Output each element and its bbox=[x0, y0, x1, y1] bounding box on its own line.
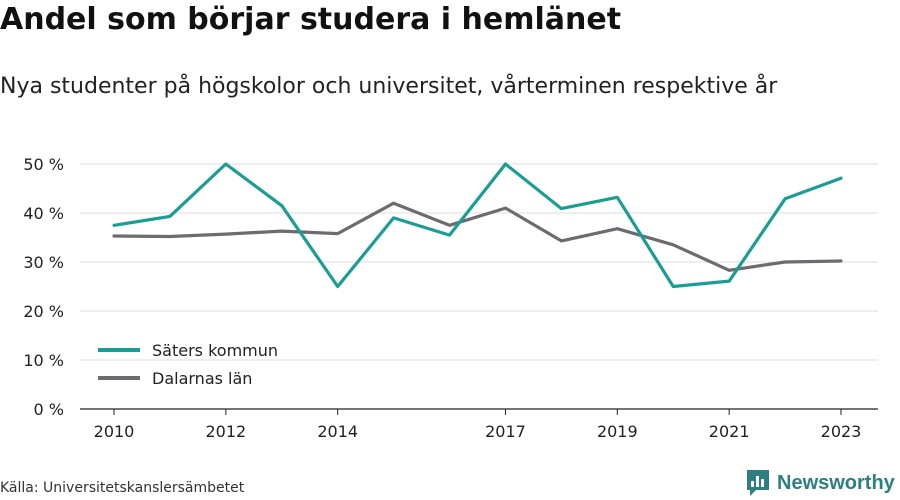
x-tick-label: 2017 bbox=[485, 422, 526, 441]
source-note: Källa: Universitetskanslersämbetet bbox=[0, 480, 245, 496]
y-tick-label: 50 % bbox=[23, 155, 64, 174]
bar-chart-icon bbox=[747, 470, 769, 496]
y-tick-label: 10 % bbox=[23, 351, 64, 370]
brand-logo: Newsworthy bbox=[745, 468, 895, 498]
line-chart: 0 % 10 % 20 % 30 % 40 % 50 % 2010 2012 2014 2017… bbox=[23, 155, 878, 441]
x-tick-label: 2012 bbox=[205, 422, 246, 441]
y-axis-ticks: 0 % 10 % 20 % 30 % 40 % 50 % bbox=[23, 155, 64, 419]
y-tick-label: 30 % bbox=[23, 253, 64, 272]
chart-title: Andel som börjar studera i hemlänet bbox=[0, 2, 622, 37]
brand-name: Newsworthy bbox=[777, 471, 895, 494]
series-lines bbox=[112, 162, 843, 289]
x-tick-label: 2014 bbox=[317, 422, 358, 441]
legend: Säters kommun Dalarnas län bbox=[98, 341, 278, 388]
x-tick-label: 2019 bbox=[597, 422, 638, 441]
y-tick-label: 40 % bbox=[23, 204, 64, 223]
series-line bbox=[112, 201, 843, 272]
y-tick-label: 0 % bbox=[34, 400, 64, 419]
x-tick-label: 2023 bbox=[821, 422, 862, 441]
chart-subtitle: Nya studenter på högskolor och universit… bbox=[0, 74, 778, 99]
legend-label: Säters kommun bbox=[152, 341, 278, 360]
y-tick-label: 20 % bbox=[23, 302, 64, 321]
x-tick-label: 2021 bbox=[709, 422, 750, 441]
x-tick-label: 2010 bbox=[94, 422, 135, 441]
x-axis: 2010 2012 2014 2017 2019 2021 2023 bbox=[80, 408, 878, 441]
series-line bbox=[112, 162, 843, 289]
legend-label: Dalarnas län bbox=[152, 369, 252, 388]
grid-lines bbox=[80, 163, 878, 361]
